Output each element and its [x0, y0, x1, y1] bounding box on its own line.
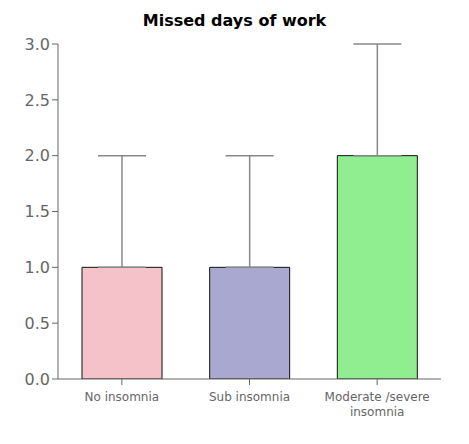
svg-text:0.0: 0.0 — [25, 370, 50, 389]
svg-text:Sub insomnia: Sub insomnia — [209, 390, 290, 404]
svg-text:2.0: 2.0 — [25, 146, 50, 165]
svg-text:1.5: 1.5 — [25, 202, 50, 221]
svg-text:2.5: 2.5 — [25, 91, 50, 110]
svg-text:Moderate /severeinsomnia: Moderate /severeinsomnia — [325, 390, 430, 419]
svg-text:0.5: 0.5 — [25, 314, 50, 333]
html-text:Missed days of work: Missed days of work — [142, 11, 327, 30]
svg-text:No insomnia: No insomnia — [85, 390, 160, 404]
svg-text:3.0: 3.0 — [25, 35, 50, 54]
svg-text:1.0: 1.0 — [25, 258, 50, 277]
